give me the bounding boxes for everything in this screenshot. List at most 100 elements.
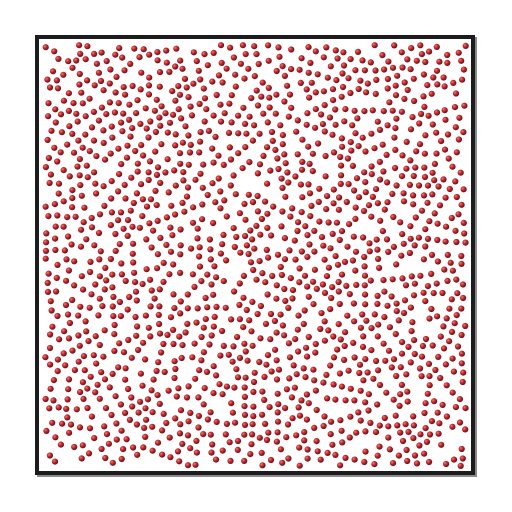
particle [171, 374, 178, 382]
particle [410, 422, 417, 429]
particle [399, 339, 406, 346]
particle [92, 389, 99, 396]
particle [363, 89, 370, 96]
particle [103, 58, 110, 65]
particle [47, 361, 54, 368]
particle [312, 387, 319, 394]
particle [356, 194, 363, 201]
particle [56, 336, 63, 343]
particle [154, 217, 161, 224]
particle [242, 144, 249, 151]
particle [376, 443, 383, 450]
particle [460, 66, 467, 73]
particle [273, 91, 280, 98]
particle [176, 458, 183, 465]
particle [407, 235, 414, 242]
particle [352, 267, 359, 274]
particle [430, 74, 437, 81]
particle [284, 169, 291, 176]
particle [273, 282, 280, 289]
particle [247, 227, 254, 234]
particle [384, 199, 391, 206]
particle [379, 52, 386, 59]
particle [266, 104, 273, 111]
particle [261, 396, 268, 403]
particle [357, 417, 364, 424]
particle [160, 259, 167, 266]
particle [81, 367, 88, 374]
particle [91, 50, 98, 58]
particle [241, 75, 248, 82]
particle [392, 82, 399, 89]
particle [244, 357, 251, 364]
particle [301, 272, 309, 279]
particle [55, 180, 63, 187]
particle [154, 57, 161, 64]
particle [166, 68, 173, 75]
particle [45, 100, 52, 107]
particle [66, 319, 73, 327]
particle [458, 57, 465, 64]
particle [66, 173, 73, 180]
particle [61, 247, 68, 254]
particle [390, 243, 397, 250]
particle [222, 431, 229, 438]
particle [367, 59, 374, 66]
particle [184, 432, 192, 439]
particle [43, 230, 50, 237]
particle [355, 85, 362, 93]
particle [321, 128, 328, 135]
particle [343, 198, 350, 206]
particle [350, 339, 357, 346]
particle [269, 272, 276, 280]
particle [177, 251, 184, 258]
particle [156, 330, 164, 337]
particle [118, 119, 125, 126]
particle [46, 179, 53, 187]
particle [156, 83, 163, 90]
particle [154, 49, 161, 56]
particle [321, 256, 328, 263]
particle [76, 70, 83, 78]
particle [298, 209, 305, 216]
particle [195, 394, 202, 401]
particle [207, 256, 214, 263]
particle [47, 171, 55, 178]
particle [177, 310, 184, 317]
particle [95, 229, 103, 237]
particle [347, 89, 354, 97]
particle [284, 421, 292, 428]
particle [322, 152, 329, 160]
particle [404, 388, 411, 395]
particle [213, 418, 220, 425]
particle [158, 141, 165, 148]
particle [111, 109, 118, 116]
particle [228, 92, 235, 99]
particle [78, 226, 85, 233]
particle [449, 163, 456, 170]
particle [190, 49, 197, 56]
particle [324, 74, 331, 81]
particle [428, 251, 436, 258]
particle [278, 271, 285, 279]
particle [443, 382, 450, 389]
particle [440, 74, 447, 81]
particle [398, 381, 405, 388]
particle [76, 342, 83, 349]
particle [294, 117, 301, 124]
particle [200, 324, 207, 331]
particle [349, 122, 356, 129]
particle [365, 202, 373, 209]
particle [398, 173, 406, 180]
particle [140, 46, 147, 53]
particle [201, 118, 208, 125]
particle [392, 164, 399, 172]
particle [178, 354, 185, 362]
particle [240, 104, 247, 111]
particle [172, 365, 179, 373]
particle [361, 458, 368, 466]
particle [385, 58, 392, 65]
particle [88, 124, 96, 131]
particle [184, 291, 191, 298]
particle [195, 67, 202, 74]
